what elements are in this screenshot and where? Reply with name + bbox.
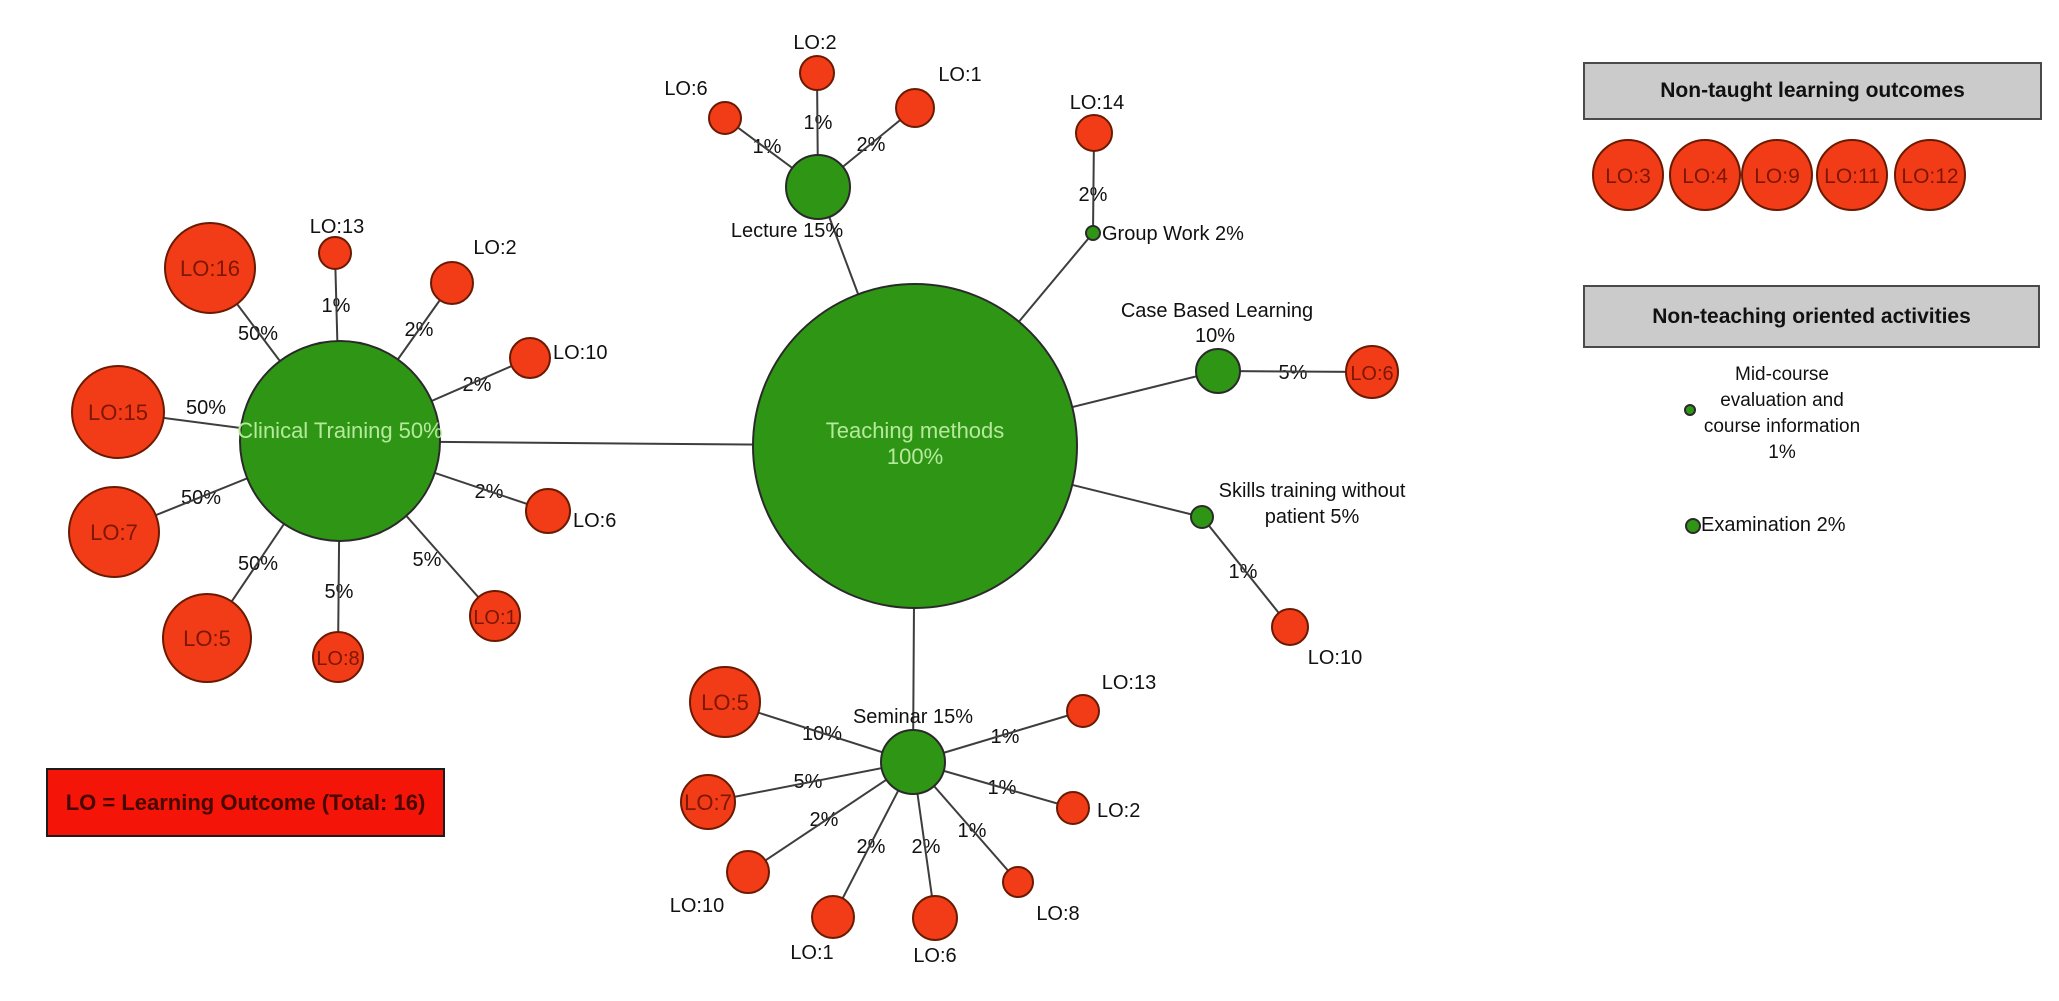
node-sm-lo13 bbox=[1066, 694, 1100, 728]
node-sk-lo10 bbox=[1271, 608, 1309, 646]
label-sm-lo1: LO:1 bbox=[790, 942, 833, 964]
label-sm-lo8: LO:8 bbox=[1036, 903, 1079, 925]
label-ct-lo1: LO:1 bbox=[473, 607, 516, 629]
label-sm-lo7: LO:7 bbox=[684, 790, 732, 815]
label-sm-lo6: LO:6 bbox=[913, 945, 956, 967]
label-ct-lo13: LO:13 bbox=[310, 216, 364, 238]
label-seminar: Seminar 15% bbox=[853, 706, 973, 728]
node-teaching bbox=[752, 283, 1078, 609]
node-ct-lo13 bbox=[318, 236, 352, 270]
node-nt-lo4 bbox=[1669, 139, 1741, 211]
label-sm-lo5: LO:5 bbox=[701, 690, 749, 715]
edge-label-case-based-cb-lo6: 5% bbox=[1279, 362, 1308, 384]
node-sm-lo5 bbox=[689, 666, 761, 738]
node-skills bbox=[1190, 505, 1214, 529]
node-sm-lo8 bbox=[1002, 866, 1034, 898]
node-nt-lo11 bbox=[1816, 139, 1888, 211]
node-gw-lo14 bbox=[1075, 114, 1113, 152]
node-ct-lo7 bbox=[68, 486, 160, 578]
node-ct-lo10 bbox=[509, 337, 551, 379]
edge-label-clinical-ct-lo16: 50% bbox=[238, 323, 278, 345]
node-case-based bbox=[1195, 348, 1241, 394]
non-teaching-activities-header: Non-teaching oriented activities bbox=[1583, 285, 2040, 348]
label-skills-1: patient 5% bbox=[1265, 506, 1360, 528]
label-teaching: Teaching methods bbox=[826, 418, 1005, 443]
label-sm-lo2: LO:2 bbox=[1097, 800, 1140, 822]
label-skills: Skills training without bbox=[1219, 480, 1406, 502]
nodes bbox=[68, 55, 1966, 941]
node-ct-lo15 bbox=[71, 365, 165, 459]
node-sm-lo6 bbox=[912, 895, 958, 941]
edge-label-clinical-ct-lo10: 2% bbox=[463, 374, 492, 396]
node-clinical bbox=[239, 340, 441, 542]
node-lc-lo2 bbox=[799, 55, 835, 91]
node-group-work bbox=[1085, 225, 1101, 241]
node-ct-lo5 bbox=[162, 593, 252, 683]
label-nt-lo11: LO:11 bbox=[1824, 165, 1880, 188]
label-nt-lo9: LO:9 bbox=[1754, 165, 1800, 188]
label-group-work: Group Work 2% bbox=[1102, 223, 1244, 245]
node-lc-lo6 bbox=[708, 101, 742, 135]
label-case-based: Case Based Learning bbox=[1121, 300, 1313, 322]
label-nt-lo3: LO:3 bbox=[1605, 165, 1651, 188]
node-cb-lo6 bbox=[1345, 345, 1399, 399]
edge-label-lecture-lc-lo6: 1% bbox=[753, 136, 782, 158]
lo-abbreviation-key: LO = Learning Outcome (Total: 16) bbox=[46, 768, 445, 837]
examination-label: Examination 2% bbox=[1701, 514, 1846, 536]
label-sm-lo13: LO:13 bbox=[1102, 672, 1156, 694]
node-nt-lo9 bbox=[1741, 139, 1813, 211]
label-sk-lo10: LO:10 bbox=[1308, 647, 1362, 669]
edge-label-seminar-sm-lo6: 2% bbox=[912, 836, 941, 858]
node-lc-lo1 bbox=[895, 88, 935, 128]
label-cb-lo6: LO:6 bbox=[1350, 363, 1393, 385]
label-clinical: Clinical Training 50% bbox=[237, 418, 442, 443]
label-sm-lo10: LO:10 bbox=[670, 895, 724, 917]
node-nt-lo12 bbox=[1894, 139, 1966, 211]
node-sm-lo7 bbox=[680, 774, 736, 830]
label-nt-lo12: LO:12 bbox=[1901, 165, 1958, 188]
label-ct-lo8: LO:8 bbox=[316, 648, 359, 670]
node-exam-dot bbox=[1685, 518, 1701, 534]
label-lc-lo6: LO:6 bbox=[664, 78, 707, 100]
label-lecture: Lecture 15% bbox=[731, 220, 844, 242]
node-lecture bbox=[785, 154, 851, 220]
node-ct-lo1 bbox=[469, 590, 521, 642]
label-ct-lo2: LO:2 bbox=[473, 237, 516, 259]
label-gw-lo14: LO:14 bbox=[1070, 92, 1124, 114]
label-ct-lo10: LO:10 bbox=[553, 342, 607, 364]
label-nt-lo4: LO:4 bbox=[1682, 165, 1728, 188]
edge-label-clinical-ct-lo15: 50% bbox=[186, 397, 226, 419]
edge-skills-sk-lo10 bbox=[1201, 516, 1291, 628]
node-sm-lo2 bbox=[1056, 791, 1090, 825]
label-ct-lo5: LO:5 bbox=[183, 626, 231, 651]
node-ct-lo6 bbox=[525, 488, 571, 534]
edge-seminar-sm-lo7 bbox=[707, 761, 914, 803]
edge-label-seminar-sm-lo1: 2% bbox=[857, 836, 886, 858]
node-ct-lo16 bbox=[164, 222, 256, 314]
midcourse-evaluation-label: Mid-course evaluation and course informa… bbox=[1703, 364, 1861, 463]
label-lc-lo2: LO:2 bbox=[793, 32, 836, 54]
label-ct-lo16: LO:16 bbox=[180, 256, 240, 281]
node-seminar bbox=[880, 729, 946, 795]
edge-label-clinical-ct-lo1: 5% bbox=[413, 549, 442, 571]
node-sm-lo1 bbox=[811, 895, 855, 939]
label-ct-lo15: LO:15 bbox=[88, 400, 148, 425]
node-nt-lo3 bbox=[1592, 139, 1664, 211]
label-ct-lo7: LO:7 bbox=[90, 520, 138, 545]
edge-seminar-sm-lo10 bbox=[747, 761, 914, 873]
node-midcourse-dot bbox=[1684, 404, 1696, 416]
non-taught-outcomes-header: Non-taught learning outcomes bbox=[1583, 62, 2042, 120]
label-teaching-1: 100% bbox=[887, 444, 943, 469]
node-sm-lo10 bbox=[726, 850, 770, 894]
node-ct-lo8 bbox=[312, 631, 364, 683]
label-ct-lo6: LO:6 bbox=[573, 510, 616, 532]
label-case-based-1: 10% bbox=[1195, 325, 1235, 347]
label-lc-lo1: LO:1 bbox=[938, 64, 981, 86]
node-ct-lo2 bbox=[430, 261, 474, 305]
